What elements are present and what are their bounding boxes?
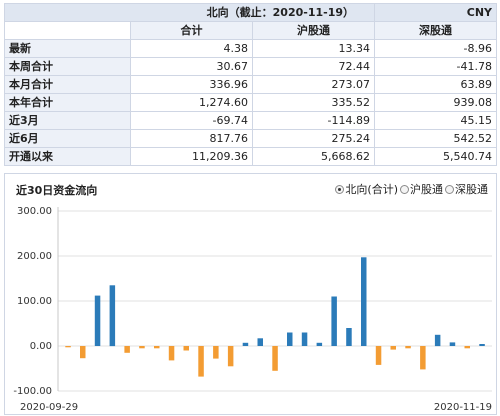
flow-bar [390,346,396,350]
row-label: 本月合计 [4,75,131,94]
flow-bar [434,334,441,347]
flow-bar [361,257,367,346]
table-cell: 817.76 [130,129,253,148]
flow-bar [139,346,145,349]
table-cell: 30.67 [130,57,253,76]
x-tick-label-start: 2020-09-29 [20,402,78,413]
flow-bar [420,346,426,370]
flow-chart-panel: 近30日资金流向 北向(合计) 沪股通 深股通 300.00 200.00 100.… [4,173,497,415]
table-cell: -69.74 [130,111,253,130]
chart-panel-title: 近30日资金流向 [16,184,98,197]
flow-bar [375,346,382,365]
flow-bar [316,342,323,346]
table-row: 本年合计 1,274.60 335.52 939.08 [4,93,498,112]
y-tick-label: 300.00 [17,206,52,217]
flow-bar [168,346,175,361]
table-title-row: 北向（截止：2020-11-19） CNY [3,3,498,22]
y-tick-label: 200.00 [17,251,52,262]
table-cell: 5,540.74 [374,147,498,166]
table-row: 近3月 -69.74 -114.89 45.15 [4,111,498,130]
table-row: 本周合计 30.67 72.44 -41.78 [4,57,498,76]
table-row: 本月合计 336.96 273.07 63.89 [4,75,498,94]
table-cell: 13.34 [251,39,376,58]
flow-bar-chart: 300.00 200.00 100.00 0.00 -100.00 2020-09-29 2… [13,206,492,413]
column-header-total: 合计 [130,21,253,40]
table-cell: -41.78 [374,57,498,76]
flow-bar [213,346,219,359]
currency-label: CNY [374,3,498,22]
flow-bar [346,328,352,346]
radio-label: 深股通 [455,183,488,196]
northbound-flow-table: 北向（截止：2020-11-19） CNY 合计 沪股通 深股通 最新 4.38 1… [3,3,498,166]
table-row: 近6月 817.76 275.24 542.52 [4,129,498,148]
table-cell: 275.24 [251,129,376,148]
radio-sh-connect[interactable]: 沪股通 [400,181,443,197]
y-tick-label: 0.00 [30,341,52,352]
table-cell: 63.89 [374,75,498,94]
flow-bar [154,346,160,349]
table-cell: 4.38 [130,39,253,58]
table-cell: 335.52 [251,93,376,112]
table-cell: 273.07 [251,75,376,94]
flow-bar [287,332,293,346]
table-cell: 5,668.62 [251,147,376,166]
flow-bar [65,346,71,348]
radio-dot-icon [400,184,409,194]
flow-bar [464,346,470,349]
table-cell: -114.89 [251,111,376,130]
table-title: 北向（截止：2020-11-19） [3,3,376,22]
y-tick-label: 100.00 [17,296,52,307]
flow-bar [331,296,337,346]
row-label: 本年合计 [4,93,131,112]
radio-dot-icon [335,184,345,194]
flow-bar [227,346,234,367]
table-body: 最新 4.38 13.34 -8.96 本周合计 30.67 72.44 -41.78 本月合计… [4,39,498,166]
column-header-sz: 深股通 [374,21,498,40]
flow-bar [109,285,116,347]
table-cell: -8.96 [374,39,498,58]
table-cell: 45.15 [374,111,498,130]
radio-dot-icon [445,184,454,194]
column-header-sh: 沪股通 [251,21,376,40]
header-corner [4,21,131,40]
series-selector: 北向(合计) 沪股通 深股通 [335,181,488,197]
radio-northbound-total[interactable]: 北向(合计) [335,181,398,197]
table-cell: 1,274.60 [130,93,253,112]
radio-sz-connect[interactable]: 深股通 [445,181,488,197]
table-cell: 939.08 [374,93,498,112]
flow-bar [257,338,263,346]
row-label: 开通以来 [4,147,131,166]
flow-bar [242,342,249,346]
flow-bar [479,344,485,346]
flow-bar [272,346,278,371]
flow-bar [301,332,308,346]
table-row: 最新 4.38 13.34 -8.96 [4,39,498,58]
y-tick-label: -100.00 [13,386,52,397]
x-tick-label-end: 2020-11-19 [434,402,492,413]
table-cell: 542.52 [374,129,498,148]
table-row: 开通以来 11,209.36 5,668.62 5,540.74 [4,147,498,166]
table-cell: 11,209.36 [130,147,253,166]
row-label: 近3月 [4,111,131,130]
radio-label: 北向(合计) [345,183,398,196]
flow-bar [198,346,204,377]
table-cell: 72.44 [251,57,376,76]
flow-bar [124,346,130,353]
row-label: 本周合计 [4,57,131,76]
flow-bar [80,346,86,359]
table-cell: 336.96 [130,75,253,94]
radio-label: 沪股通 [410,183,443,196]
flow-bar [405,346,411,349]
row-label: 近6月 [4,129,131,148]
flow-bar [183,346,189,351]
flow-bar [449,342,456,346]
row-label: 最新 [4,39,131,58]
table-header-row: 合计 沪股通 深股通 [4,21,498,40]
flow-bar [94,295,101,346]
